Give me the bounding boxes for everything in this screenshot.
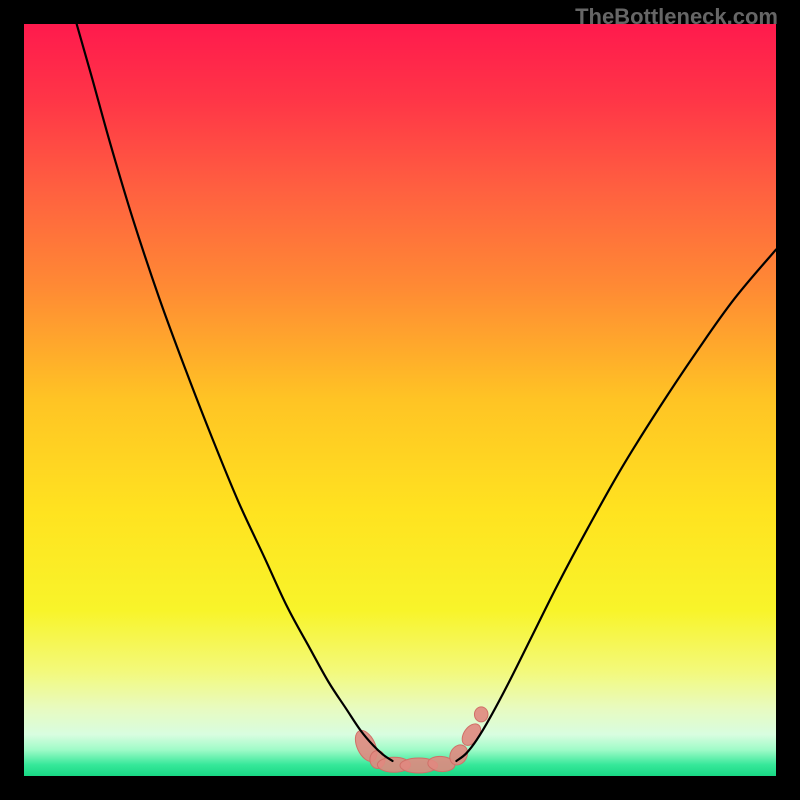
bottleneck-chart: TheBottleneck.com bbox=[0, 0, 800, 800]
curve-right bbox=[456, 250, 776, 761]
pattern-blob bbox=[474, 707, 488, 722]
bottom-pattern bbox=[351, 707, 488, 773]
chart-svg bbox=[24, 24, 776, 776]
curve-left bbox=[77, 24, 393, 761]
watermark-text: TheBottleneck.com bbox=[575, 4, 778, 30]
plot-area bbox=[24, 24, 776, 776]
